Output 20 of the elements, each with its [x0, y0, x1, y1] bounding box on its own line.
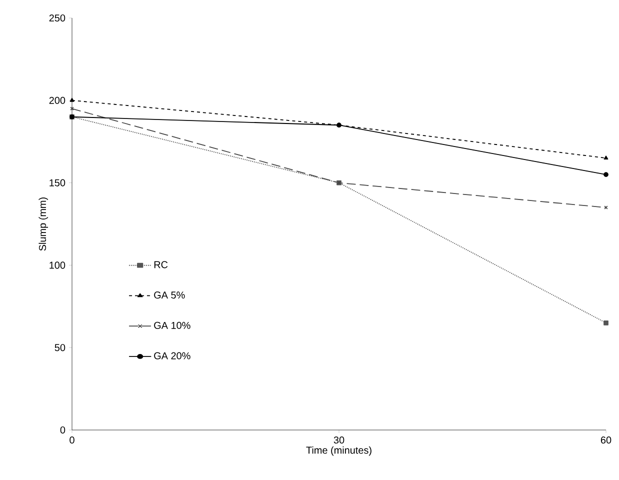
legend-label: GA 10% — [154, 322, 190, 329]
legend-label: RC — [154, 261, 168, 268]
y-axis-title: Slump (mm) — [38, 198, 48, 251]
x-tick-label: 30 — [334, 436, 344, 444]
x-axis-title: Time (minutes) — [306, 446, 372, 456]
y-tick-label: 50 — [54, 344, 66, 352]
legend-label: GA 20% — [154, 352, 190, 360]
point — [604, 206, 608, 210]
y-tick-label: 150 — [50, 179, 66, 186]
y-tick-label: 100 — [50, 262, 66, 269]
x-tick-label: 60 — [600, 436, 612, 444]
x-tick-label: 0 — [70, 436, 74, 444]
y-tick-label: 0 — [60, 426, 66, 434]
y-tick-label: 200 — [49, 96, 66, 104]
point — [604, 156, 608, 160]
point — [70, 106, 74, 110]
point — [604, 320, 608, 326]
point — [70, 98, 74, 102]
legend-label: GA 5% — [154, 292, 185, 299]
y-tick-label: 250 — [49, 14, 66, 22]
